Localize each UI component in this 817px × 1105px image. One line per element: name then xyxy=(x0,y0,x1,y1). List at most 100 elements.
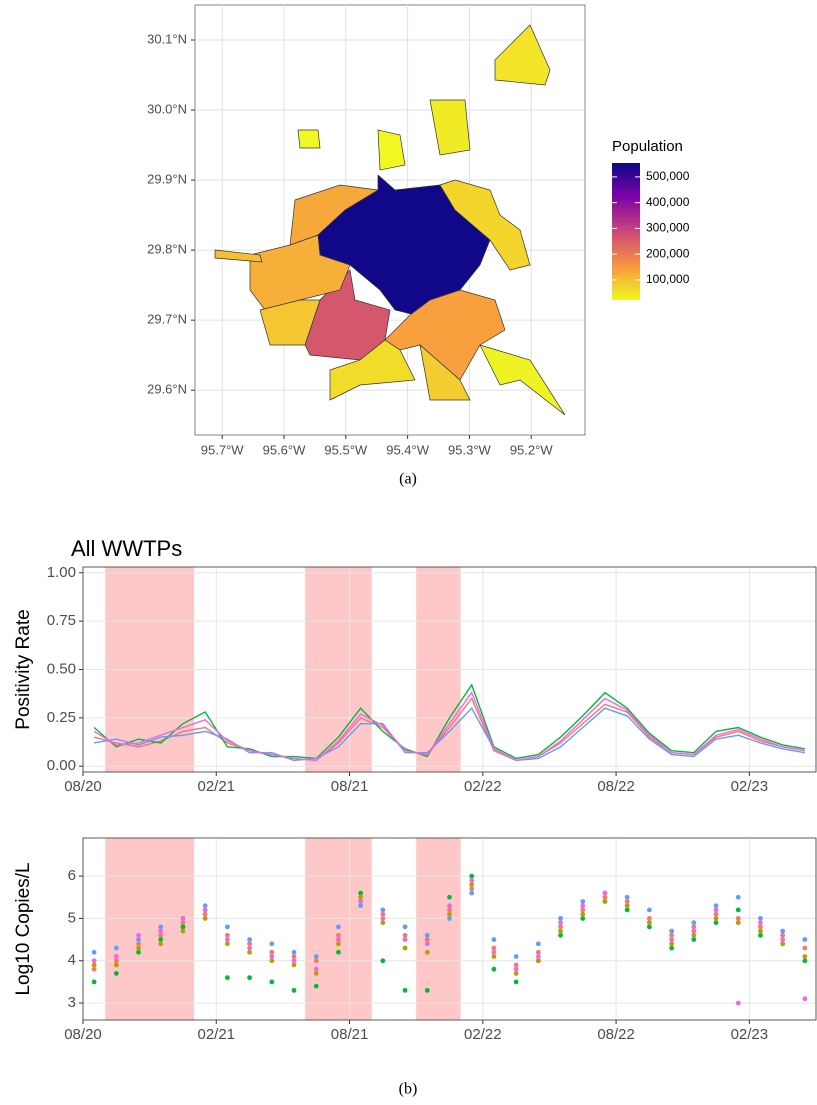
point xyxy=(491,966,497,972)
caption: (b) xyxy=(399,1081,418,1098)
point xyxy=(447,903,452,909)
point xyxy=(358,903,364,909)
legend-label: 200,000 xyxy=(646,246,690,260)
point xyxy=(291,987,297,993)
point xyxy=(447,907,452,913)
point xyxy=(513,979,519,985)
y-tick-label: 1.00 xyxy=(47,564,76,581)
point xyxy=(758,928,763,934)
legend-label: 400,000 xyxy=(646,195,690,209)
point xyxy=(269,941,275,947)
point xyxy=(758,932,763,938)
point xyxy=(91,949,97,955)
legend-label: 300,000 xyxy=(646,221,690,235)
point xyxy=(624,899,630,904)
point xyxy=(336,949,341,955)
point xyxy=(491,949,497,955)
y-tick-label: 0.00 xyxy=(47,757,76,774)
point xyxy=(313,971,319,976)
point xyxy=(380,911,386,917)
point xyxy=(758,916,763,921)
point xyxy=(158,937,164,942)
region xyxy=(317,174,491,316)
y-tick-label: 4 xyxy=(68,952,76,969)
region xyxy=(214,249,263,263)
y-tick-label: 0.25 xyxy=(47,709,76,726)
point xyxy=(180,924,186,930)
x-tick-label: 08/21 xyxy=(331,778,369,795)
chart-title: All WWTPs xyxy=(71,536,182,561)
point xyxy=(224,937,230,942)
point xyxy=(735,1000,741,1006)
point xyxy=(447,916,452,921)
region xyxy=(289,184,380,246)
point xyxy=(580,899,586,904)
point xyxy=(224,941,230,947)
point xyxy=(269,979,275,985)
y-tick-label: 0.50 xyxy=(47,660,76,677)
point xyxy=(336,932,341,938)
series-line xyxy=(93,707,806,762)
point xyxy=(291,962,297,968)
point xyxy=(447,911,452,917)
point xyxy=(113,958,119,964)
point xyxy=(113,962,119,968)
x-tick-label: 02/22 xyxy=(464,778,502,795)
point xyxy=(647,916,652,921)
point xyxy=(758,920,763,926)
x-tick-label: 08/21 xyxy=(331,1026,369,1043)
point xyxy=(358,890,364,896)
point xyxy=(691,920,697,926)
x-tick-label: 95.2°W xyxy=(510,442,554,457)
point xyxy=(802,958,808,964)
y-tick-label: 29.8°N xyxy=(147,242,187,257)
series-line xyxy=(93,683,806,760)
point xyxy=(158,924,164,930)
point xyxy=(669,937,675,942)
shaded-period xyxy=(416,838,461,1020)
point xyxy=(402,932,408,938)
point xyxy=(735,916,741,921)
point xyxy=(269,954,275,959)
point xyxy=(580,911,586,917)
point xyxy=(380,920,386,926)
point xyxy=(647,924,652,930)
point xyxy=(624,903,630,909)
y-tick-label: 3 xyxy=(68,994,76,1011)
point xyxy=(602,890,608,896)
point xyxy=(158,941,164,947)
point xyxy=(469,886,475,892)
x-tick-label: 02/23 xyxy=(731,1026,769,1043)
point xyxy=(158,928,164,934)
point xyxy=(669,941,675,947)
point xyxy=(669,932,675,938)
point xyxy=(713,903,719,909)
point xyxy=(91,979,97,985)
point xyxy=(780,928,786,934)
point xyxy=(558,916,563,921)
point xyxy=(558,932,563,938)
point xyxy=(580,916,586,921)
point xyxy=(358,899,364,904)
caption: (a) xyxy=(399,471,417,488)
point xyxy=(469,882,475,887)
y-tick-label: 5 xyxy=(68,909,76,926)
y-tick-label: 29.7°N xyxy=(147,312,187,327)
region xyxy=(297,129,321,149)
series-line xyxy=(93,691,806,762)
x-tick-label: 95.3°W xyxy=(448,442,492,457)
point xyxy=(469,877,475,883)
x-tick-label: 95.7°W xyxy=(201,442,245,457)
y-tick-label: 30.0°N xyxy=(147,101,187,116)
point xyxy=(513,954,519,959)
point xyxy=(202,907,208,913)
region xyxy=(259,299,321,346)
point xyxy=(247,937,252,942)
point xyxy=(224,975,230,981)
point xyxy=(113,954,119,959)
region xyxy=(439,179,531,271)
point xyxy=(602,899,608,904)
point xyxy=(180,920,186,926)
point xyxy=(558,928,563,934)
